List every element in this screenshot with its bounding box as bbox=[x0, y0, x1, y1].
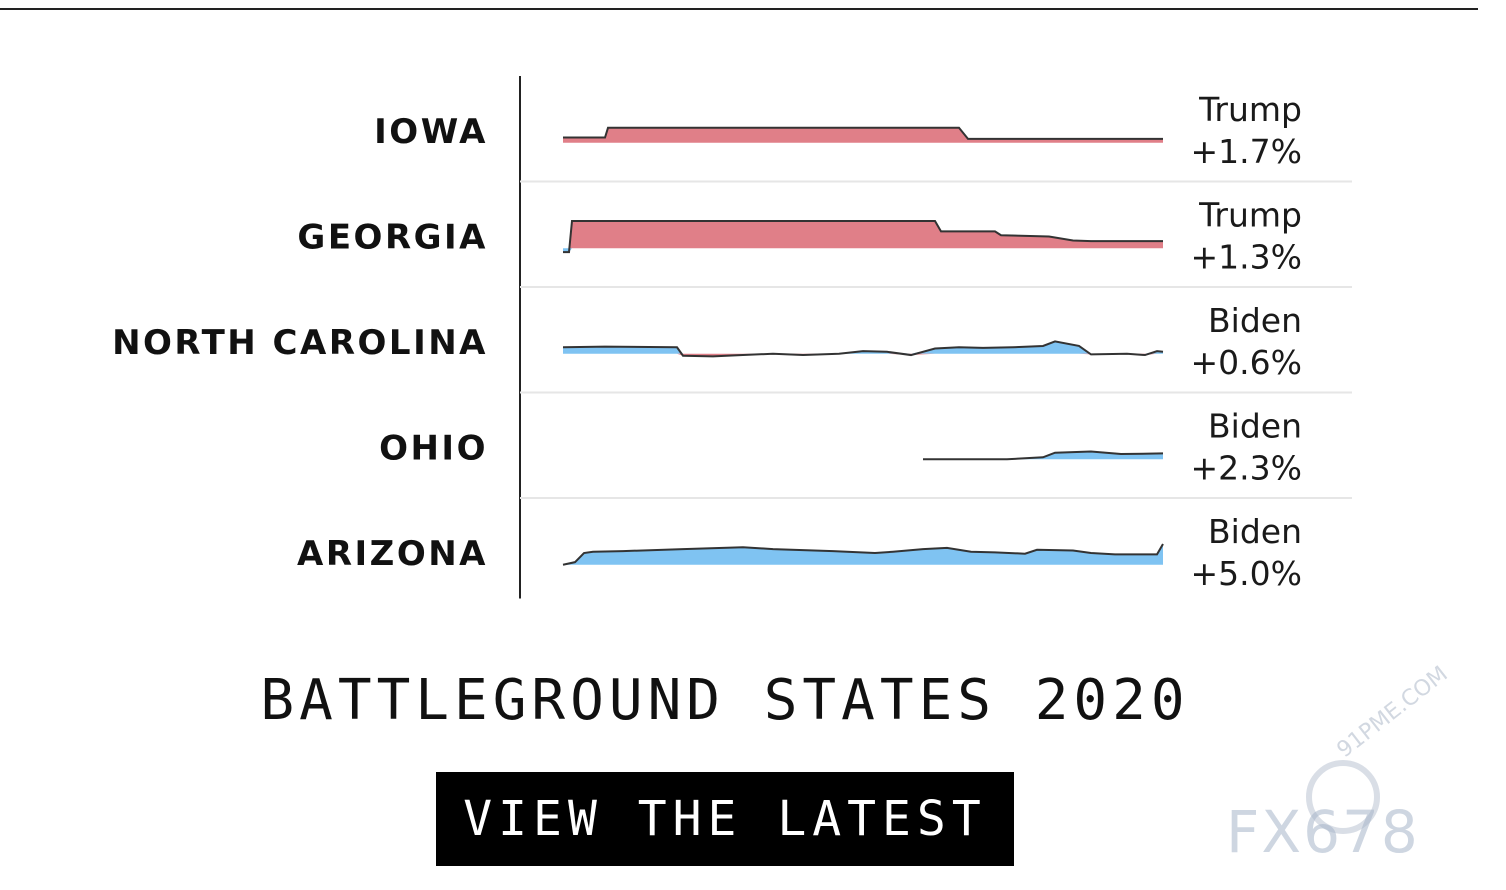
chart-title: BATTLEGROUND STATES 2020 bbox=[260, 668, 1190, 733]
state-label-ohio: OHIO bbox=[379, 428, 488, 468]
state-label-iowa: IOWA bbox=[374, 112, 488, 152]
lead-area-ohio bbox=[1007, 451, 1163, 460]
top-rule bbox=[0, 8, 1478, 10]
state-label-north-carolina: NORTH CAROLINA bbox=[112, 323, 488, 363]
lead-area-georgia bbox=[569, 220, 1163, 249]
result-candidate-north-carolina: Biden bbox=[1208, 301, 1302, 340]
margin-line-arizona bbox=[562, 543, 1164, 566]
state-label-georgia: GEORGIA bbox=[297, 217, 488, 257]
margin-line-north-carolina bbox=[562, 340, 1164, 358]
margin-line-georgia bbox=[563, 219, 1163, 254]
result-margin-georgia: +1.3% bbox=[1191, 237, 1303, 276]
result-margin-arizona: +5.0% bbox=[1191, 554, 1303, 593]
result-candidate-ohio: Biden bbox=[1208, 406, 1302, 445]
lead-area-iowa bbox=[563, 127, 1163, 143]
result-margin-iowa: +1.7% bbox=[1191, 132, 1303, 171]
state-label-arizona: ARIZONA bbox=[297, 534, 488, 574]
result-margin-north-carolina: +0.6% bbox=[1191, 343, 1303, 382]
result-candidate-georgia: Trump bbox=[1198, 195, 1302, 234]
lead-area-arizona bbox=[563, 543, 1163, 565]
lead-area-north-carolina bbox=[563, 341, 1163, 354]
margin-line-ohio bbox=[923, 450, 1164, 461]
result-margin-ohio: +2.3% bbox=[1191, 448, 1303, 487]
view-latest-button[interactable]: VIEW THE LATEST bbox=[436, 772, 1014, 866]
watermark-logo-icon bbox=[1306, 760, 1380, 834]
result-candidate-arizona: Biden bbox=[1208, 512, 1302, 551]
result-candidate-iowa: Trump bbox=[1198, 90, 1302, 129]
margin-line-iowa bbox=[563, 126, 1163, 140]
watermark-text: FX678 bbox=[1226, 798, 1420, 866]
